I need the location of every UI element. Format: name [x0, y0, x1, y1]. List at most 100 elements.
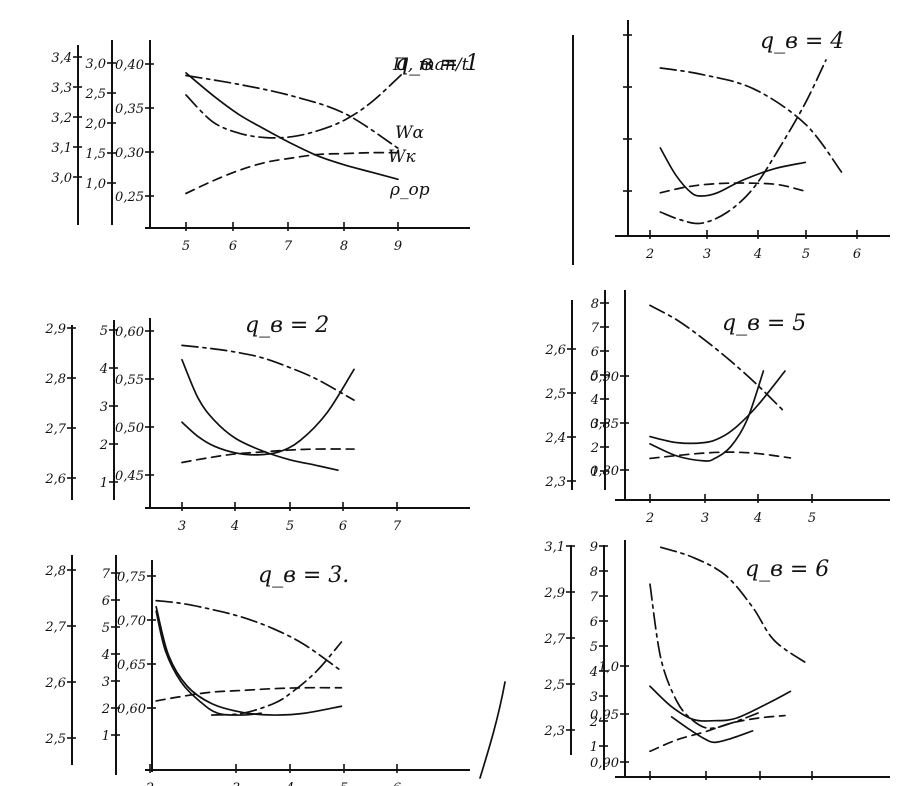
x-tick-label: 2 — [645, 247, 654, 262]
y-tick-label: 2,5 — [544, 387, 566, 402]
y-tick-label: 0,95 — [590, 708, 619, 723]
y-tick-label: 3,3 — [51, 81, 72, 96]
y-tick-label: 2 — [99, 438, 108, 453]
series-line-1 — [155, 599, 343, 672]
series-line-3 — [649, 685, 792, 722]
panel-title: q_в = 5 — [722, 311, 806, 336]
y-tick-label: 4 — [99, 362, 108, 377]
x-tick-label: 2 — [645, 511, 654, 526]
x-tick-label: 6 — [853, 247, 861, 262]
y-tick-label: 5 — [102, 621, 110, 636]
y-tick-label: 2,3 — [544, 475, 566, 490]
y-tick-label: 3,0 — [51, 171, 72, 186]
y-tick-label: 2 — [590, 441, 599, 456]
y-tick-label: 4 — [101, 648, 110, 663]
x-tick-label: 4 — [753, 511, 762, 526]
x-tick-label: 5 — [182, 239, 190, 254]
x-tick-label: 5 — [340, 781, 348, 786]
y-tick-label: 6 — [591, 345, 599, 360]
y-tick-label: 3,0 — [85, 57, 106, 72]
panel-title: q_в = 2 — [245, 313, 329, 338]
x-tick-label: 5 — [808, 511, 816, 526]
x-tick-label: 3 — [701, 511, 709, 526]
y-tick-label: 9 — [590, 540, 598, 555]
series-line-3 — [155, 610, 262, 716]
y-tick-label: 0,55 — [115, 373, 144, 388]
y-tick-label: 0,60 — [117, 702, 146, 717]
x-tick-label: 5 — [802, 247, 810, 262]
chart-panel-3: 3 4 5 6 7 2,9 2,8 2,7 2,6 5 4 3 2 1 0,60 0,55 0,50 0,45 q_… — [44, 313, 470, 534]
y-tick-label: 1 — [100, 476, 108, 491]
y-tick-label: 2,6 — [544, 343, 566, 358]
y-tick-label: 5 — [100, 324, 108, 339]
y-tick-label: 0,40 — [115, 58, 144, 73]
x-tick-label: 4 — [230, 519, 239, 534]
series-line-1 — [659, 67, 843, 173]
x-tick-label: 6 — [339, 519, 347, 534]
panel-title: q_в = 3. — [258, 563, 349, 588]
series-line-4 — [185, 72, 399, 181]
series-line-2 — [185, 74, 399, 150]
y-tick-label: 3 — [590, 690, 598, 705]
series-line-2 — [649, 583, 759, 730]
x-tick-label: 7 — [393, 519, 402, 534]
x-tick-label: 3 — [703, 247, 711, 262]
panel-title: q_в = 6 — [745, 557, 829, 582]
chart-panel-6: 12343,12,92,72,52,39876543211,00,950,90q… — [543, 540, 890, 780]
y-tick-label: 2,5 — [543, 678, 565, 693]
chart-panel-1: 5 6 7 8 9 3,4 3,3 3,2 3,1 3,0 3,0 2,5 2,0 1,5 1,0 0,40 0… — [51, 40, 479, 254]
y-tick-label: 0,45 — [115, 469, 144, 484]
chart-panel-5: 2 3 4 5 6 2,8 2,7 2,6 2,5 7 6 5 4 3 2 1 0,75 0,70 0,65 0,60… — [44, 555, 470, 786]
y-tick-label: 1 — [590, 740, 598, 755]
series-line-2 — [659, 59, 827, 225]
series-line-2 — [181, 358, 339, 472]
y-tick-label: 7 — [590, 590, 599, 605]
y-tick-label: 2,3 — [543, 724, 565, 739]
y-tick-label: 2,7 — [543, 632, 565, 647]
panel-title: q_в = 1 — [395, 51, 479, 76]
x-tick-label: 6 — [393, 781, 401, 786]
series-line-3 — [649, 370, 765, 462]
y-tick-label: 1,5 — [85, 147, 106, 162]
y-tick-label: 0,85 — [590, 417, 619, 432]
y-tick-label: 0,50 — [115, 421, 144, 436]
y-tick-label: 2 — [589, 715, 598, 730]
y-tick-label: 4 — [589, 665, 598, 680]
y-tick-label: 7 — [591, 321, 600, 336]
y-tick-label: 0,70 — [117, 614, 146, 629]
y-tick-label: 2,9 — [543, 586, 565, 601]
y-tick-label: 7 — [102, 567, 111, 582]
series-line-4 — [649, 451, 792, 460]
x-tick-label: 8 — [340, 239, 348, 254]
x-tick-label: 2 — [145, 781, 154, 786]
y-tick-label: 3,1 — [51, 141, 72, 156]
y-tick-label: 0,25 — [115, 190, 144, 205]
y-tick-label: 3 — [102, 675, 110, 690]
y-tick-label: 0,65 — [117, 658, 146, 673]
x-tick-label: 5 — [286, 519, 294, 534]
y-tick-label: 1,0 — [85, 177, 106, 192]
y-tick-label: 6 — [590, 615, 598, 630]
series-label: Wк — [388, 147, 416, 167]
series-line-5 — [155, 686, 343, 702]
y-tick-label: 5 — [591, 369, 599, 384]
series-line-4 — [210, 641, 343, 716]
y-tick-label: 3 — [591, 417, 599, 432]
y-tick-label: 3,4 — [51, 51, 72, 66]
x-tick-label: 9 — [394, 239, 402, 254]
y-tick-label: 0,80 — [590, 464, 619, 479]
y-tick-label: 8 — [591, 297, 599, 312]
y-tick-label: 0,75 — [117, 570, 146, 585]
y-tick-label: 5 — [590, 640, 598, 655]
x-tick-label: 4 — [753, 247, 762, 262]
y-tick-label: 3,1 — [544, 540, 565, 555]
y-tick-label: 3 — [100, 400, 108, 415]
series-label: П, man/t — [392, 55, 469, 75]
series-line-2 — [155, 605, 343, 716]
y-tick-label: 0,30 — [115, 146, 144, 161]
y-tick-label: 0,35 — [115, 102, 144, 117]
series-label: Wα — [395, 123, 424, 143]
series-line-4 — [659, 182, 807, 194]
y-tick-label: 4 — [590, 393, 599, 408]
